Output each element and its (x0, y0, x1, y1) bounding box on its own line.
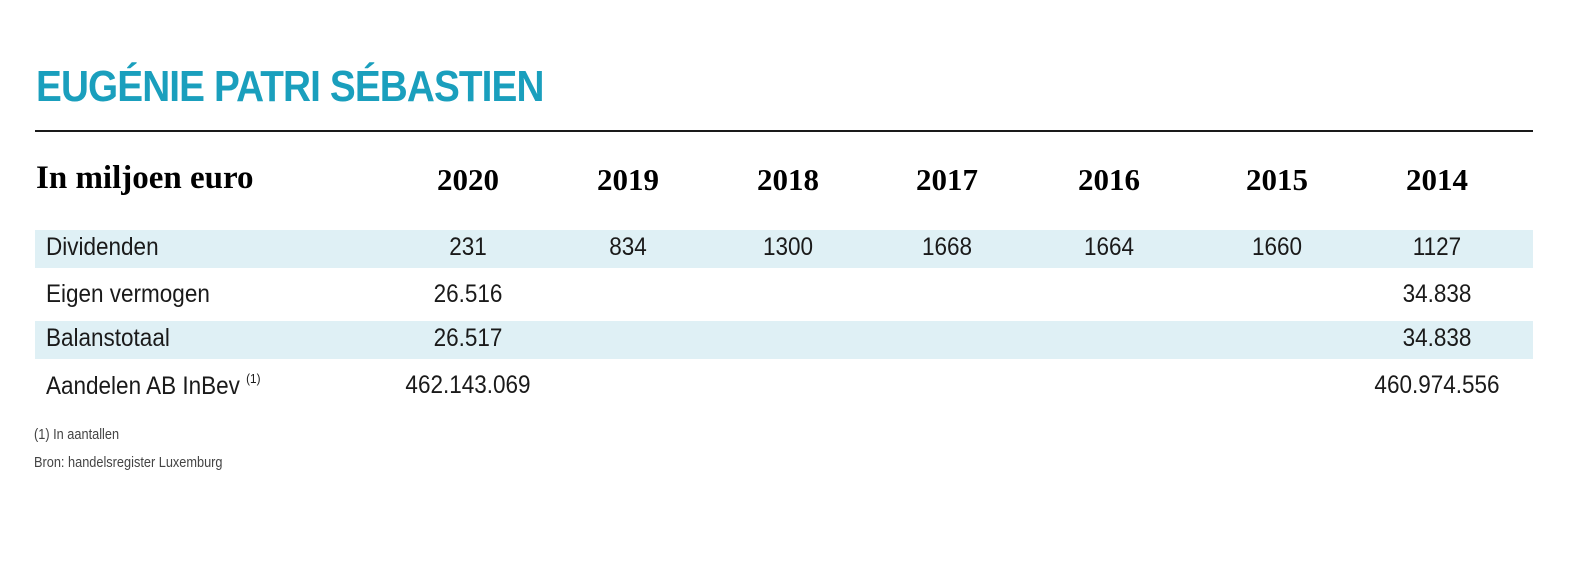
row-label-text: Balanstotaal (46, 324, 170, 352)
footnote-marker: (1) (246, 371, 261, 386)
table-cell: 26.517 (433, 324, 503, 352)
row-label: Aandelen AB InBev (1) (46, 371, 260, 401)
year-header-2020: 2020 (437, 162, 499, 197)
row-label: Balanstotaal (46, 324, 170, 353)
table-row: Eigen vermogen 26.516 34.838 (35, 277, 1533, 315)
year-header-2016: 2016 (1078, 162, 1140, 197)
source-note: Bron: handelsregister Luxemburg (34, 454, 223, 471)
year-header-2015: 2015 (1246, 162, 1308, 197)
table-cell: 1300 (762, 233, 814, 261)
table-cell: 231 (449, 233, 487, 261)
year-header-2017: 2017 (916, 162, 978, 197)
footnote: (1) In aantallen (34, 426, 120, 443)
table-cell: 1127 (1412, 233, 1462, 261)
year-header-2014: 2014 (1406, 162, 1468, 197)
year-header-2019: 2019 (597, 162, 659, 197)
table-cell: 1664 (1083, 233, 1135, 261)
table-cell: 34.838 (1402, 280, 1472, 308)
table-row: Dividenden 231 834 1300 1668 1664 1660 1127 (35, 230, 1533, 268)
table-title: EUGÉNIE PATRI SÉBASTIEN (36, 62, 544, 111)
table-row: Aandelen AB InBev (1) 462.143.069 460.974.… (35, 368, 1533, 406)
year-header-2018: 2018 (757, 162, 819, 197)
table-row: Balanstotaal 26.517 34.838 (35, 321, 1533, 359)
table-cell: 1668 (921, 233, 973, 261)
unit-label: In miljoen euro (36, 160, 254, 196)
row-label-text: Dividenden (46, 233, 159, 261)
table-cell: 460.974.556 (1374, 371, 1500, 399)
row-label-text: Aandelen AB InBev (46, 372, 240, 400)
table-cell: 462.143.069 (405, 371, 531, 399)
table-cell: 34.838 (1402, 324, 1472, 352)
row-label: Eigen vermogen (46, 280, 210, 309)
title-divider (35, 130, 1533, 132)
table-cell: 834 (609, 233, 647, 261)
row-label-text: Eigen vermogen (46, 280, 210, 308)
table-cell: 26.516 (433, 280, 503, 308)
row-label: Dividenden (46, 233, 159, 262)
table-cell: 1660 (1251, 233, 1303, 261)
